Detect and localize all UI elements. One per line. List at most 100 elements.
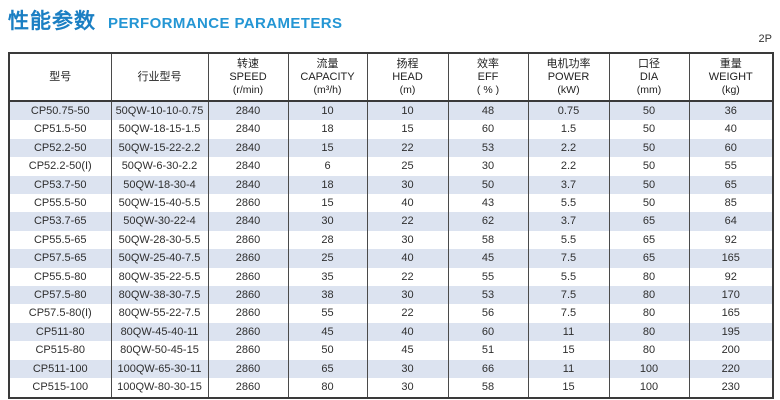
table-cell: 50QW-15-40-5.5 (110, 194, 208, 213)
page-title: 性能参数 PERFORMANCE PARAMETERS (8, 5, 342, 35)
table-cell: 80QW-35-22-5.5 (110, 267, 208, 287)
table-cell: 28 (287, 230, 367, 250)
table-cell: 80 (608, 267, 689, 287)
table-cell: 55 (688, 157, 773, 176)
table-header: 型号 行业型号 转速 SPEED (r/min) 流量 CAPACITY (m³/h) 扬程 HE… (9, 53, 773, 102)
table-row: CP511-100 100QW-65-30-11 2860 65 30 66 11 100 22… (9, 359, 773, 379)
column-header-text: POWER (547, 70, 590, 83)
table-body: CP50.75-50 50QW-10-10-0.75 2840 10 10 48 0.75 5… (9, 101, 773, 398)
table-cell: 58 (447, 378, 528, 398)
table-cell: 0.75 (527, 101, 609, 121)
table-cell: 2860 (207, 286, 288, 305)
column-header-text: WEIGHT (708, 70, 753, 83)
table-row: CP53.7-50 50QW-18-30-4 2840 18 30 50 3.7 50 65 (9, 175, 773, 195)
table-cell: 65 (608, 212, 689, 231)
table-row: CP51.5-50 50QW-18-15-1.5 2840 18 15 60 1.5 50 40 (9, 120, 773, 139)
table-cell: 165 (688, 249, 773, 268)
table-cell: 2860 (207, 194, 288, 213)
table-cell: 50QW-25-40-7.5 (110, 249, 208, 268)
column-header-text: 型号 (49, 70, 72, 83)
table-cell: CP511-100 (9, 359, 111, 379)
table-cell: 40 (688, 120, 773, 139)
column-header-text: 口径 (638, 57, 660, 70)
column-header: 扬程 HEAD (m) (366, 53, 448, 102)
table-cell: 7.5 (527, 286, 609, 305)
table-cell: 38 (287, 286, 367, 305)
table-cell: 50QW-30-22-4 (110, 212, 208, 231)
table-cell: 18 (287, 120, 367, 139)
column-header-text: 行业型号 (137, 70, 182, 83)
table-cell: 2840 (207, 212, 288, 231)
table-cell: 50QW-6-30-2.2 (110, 157, 208, 176)
table-cell: 50QW-15-22-2.2 (110, 138, 208, 158)
table-cell: 2840 (207, 120, 288, 139)
table-cell: 55 (447, 267, 528, 287)
table-cell: 50 (608, 175, 689, 195)
table-cell: 2860 (207, 341, 288, 360)
table-cell: 60 (688, 138, 773, 158)
page-title-english: PERFORMANCE PARAMETERS (108, 15, 343, 32)
table-cell: 2860 (207, 378, 288, 398)
pole-count-label: 2P (758, 33, 772, 45)
table-cell: 2860 (207, 304, 288, 323)
table-cell: 45 (287, 322, 367, 342)
table-cell: 30 (287, 212, 367, 231)
table-cell: 92 (688, 230, 773, 250)
column-header: 流量 CAPACITY (m³/h) (287, 53, 367, 102)
table-cell: 36 (688, 101, 773, 121)
table-cell: 56 (447, 304, 528, 323)
table-cell: 7.5 (527, 249, 609, 268)
table-cell: 50 (287, 341, 367, 360)
column-header-text: CAPACITY (300, 70, 355, 83)
table-cell: 64 (688, 212, 773, 231)
column-header: 口径 DIA (mm) (608, 53, 689, 102)
table-cell: 1.5 (527, 120, 609, 139)
table-cell: 58 (447, 230, 528, 250)
table-cell: 80 (608, 304, 689, 323)
column-header: 行业型号 (110, 53, 208, 102)
table-cell: 50 (608, 194, 689, 213)
column-header-text: (kW) (557, 83, 580, 96)
column-header-text: ( % ) (476, 83, 500, 96)
table-cell: 80QW-45-40-11 (110, 322, 208, 342)
table-cell: CP52.2-50 (9, 138, 111, 158)
table-cell: 60 (447, 322, 528, 342)
table-cell: 5.5 (527, 194, 609, 213)
table-cell: 3.7 (527, 175, 609, 195)
table-cell: 6 (287, 157, 367, 176)
table-row: CP511-80 80QW-45-40-11 2860 45 40 60 11 80 195 (9, 322, 773, 342)
table-cell: 100QW-80-30-15 (110, 378, 208, 398)
table-cell: 40 (366, 322, 448, 342)
column-header: 转速 SPEED (r/min) (207, 53, 288, 102)
table-cell: CP515-100 (9, 378, 111, 398)
table-cell: 100QW-65-30-11 (110, 359, 208, 379)
table-row: CP52.2-50(I) 50QW-6-30-2.2 2840 6 25 30 2.2 50 5… (9, 157, 773, 176)
table-cell: 2860 (207, 322, 288, 342)
table-cell: 92 (688, 267, 773, 287)
table-cell: 40 (366, 194, 448, 213)
table-cell: 30 (366, 359, 448, 379)
column-header: 型号 (9, 53, 111, 102)
table-cell: 25 (366, 157, 448, 176)
column-header-text: EFF (477, 70, 499, 83)
table-row: CP55.5-50 50QW-15-40-5.5 2860 15 40 43 5.5 50 85 (9, 194, 773, 213)
table-cell: 80 (608, 286, 689, 305)
table-cell: 2840 (207, 101, 288, 121)
table-cell: CP57.5-80 (9, 286, 111, 305)
table-cell: 15 (527, 378, 609, 398)
table-cell: 30 (366, 230, 448, 250)
table-cell: 2840 (207, 138, 288, 158)
table-cell: 2860 (207, 359, 288, 379)
table-cell: CP55.5-50 (9, 194, 111, 213)
table-cell: 15 (527, 341, 609, 360)
column-header-text: (kg) (721, 83, 740, 96)
table-cell: CP53.7-50 (9, 175, 111, 195)
table-cell: 50 (608, 138, 689, 158)
table-cell: 80QW-50-45-15 (110, 341, 208, 360)
table-cell: 50QW-18-30-4 (110, 175, 208, 195)
table-cell: 22 (366, 138, 448, 158)
table-cell: 43 (447, 194, 528, 213)
table-cell: 55 (287, 304, 367, 323)
table-row: CP53.7-65 50QW-30-22-4 2840 30 22 62 3.7 65 64 (9, 212, 773, 231)
